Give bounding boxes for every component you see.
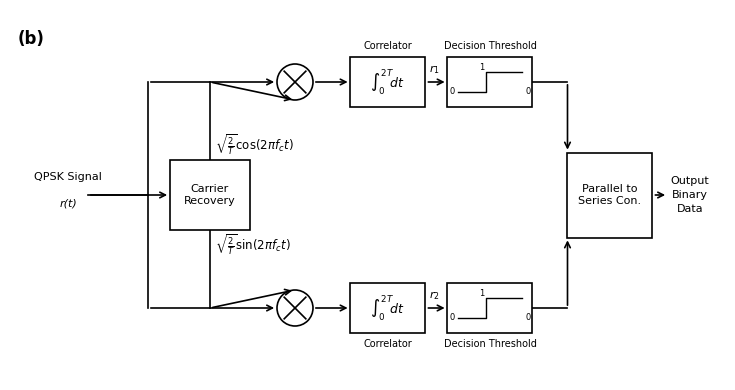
Text: QPSK Signal: QPSK Signal	[34, 172, 102, 182]
Circle shape	[277, 290, 313, 326]
Text: $\int_0^{2T}\!dt$: $\int_0^{2T}\!dt$	[370, 67, 406, 97]
Text: Decision Threshold: Decision Threshold	[443, 339, 537, 349]
Bar	[351, 283, 426, 333]
Text: (b): (b)	[18, 30, 45, 48]
Bar	[448, 283, 532, 333]
Text: Data: Data	[677, 204, 703, 214]
Text: $\sqrt{\frac{2}{T}}\sin(2\pi f_c t)$: $\sqrt{\frac{2}{T}}\sin(2\pi f_c t)$	[215, 233, 290, 257]
Text: Parallel to
Series Con.: Parallel to Series Con.	[578, 184, 642, 206]
Text: Correlator: Correlator	[364, 41, 412, 51]
Text: Decision Threshold: Decision Threshold	[443, 41, 537, 51]
Text: $\sqrt{\frac{2}{T}}\cos(2\pi f_c t)$: $\sqrt{\frac{2}{T}}\cos(2\pi f_c t)$	[215, 133, 293, 157]
Text: $r_1$: $r_1$	[429, 63, 440, 76]
Text: 0: 0	[449, 87, 454, 96]
Text: 0: 0	[526, 314, 531, 323]
Text: r(t): r(t)	[59, 198, 77, 208]
Text: Correlator: Correlator	[364, 339, 412, 349]
Bar	[567, 152, 653, 238]
Bar	[170, 160, 250, 230]
Text: 0: 0	[449, 314, 454, 323]
Text: $r_2$: $r_2$	[429, 289, 440, 302]
Text: Output: Output	[670, 176, 709, 186]
Bar	[351, 57, 426, 107]
Text: $\int_0^{2T}\!dt$: $\int_0^{2T}\!dt$	[370, 293, 406, 323]
Circle shape	[277, 64, 313, 100]
Text: 0: 0	[526, 87, 531, 96]
Bar	[448, 57, 532, 107]
Text: 1: 1	[479, 289, 484, 298]
Text: 1: 1	[479, 63, 484, 72]
Text: Carrier
Recovery: Carrier Recovery	[184, 184, 236, 206]
Text: Binary: Binary	[672, 190, 708, 200]
